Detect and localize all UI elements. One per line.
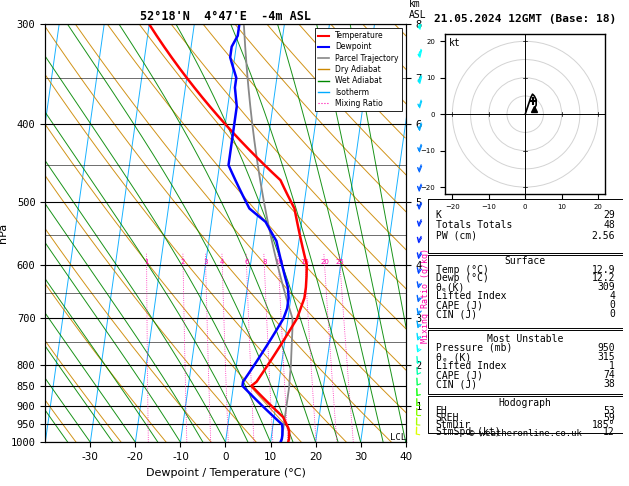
Text: StmDir: StmDir xyxy=(435,420,470,430)
Text: Hodograph: Hodograph xyxy=(499,399,552,408)
Text: Lifted Index: Lifted Index xyxy=(435,361,506,371)
Text: 4: 4 xyxy=(220,259,225,265)
Text: 315: 315 xyxy=(598,352,615,362)
Text: CAPE (J): CAPE (J) xyxy=(435,370,482,380)
Text: 185°: 185° xyxy=(591,420,615,430)
Text: SREH: SREH xyxy=(435,413,459,423)
Text: CIN (J): CIN (J) xyxy=(435,309,477,319)
X-axis label: Dewpoint / Temperature (°C): Dewpoint / Temperature (°C) xyxy=(145,468,306,478)
Text: 10: 10 xyxy=(274,259,283,265)
Text: Surface: Surface xyxy=(504,256,546,266)
Legend: Temperature, Dewpoint, Parcel Trajectory, Dry Adiabat, Wet Adiabat, Isotherm, Mi: Temperature, Dewpoint, Parcel Trajectory… xyxy=(314,28,402,111)
Text: Most Unstable: Most Unstable xyxy=(487,334,564,344)
Text: 1: 1 xyxy=(609,361,615,371)
Text: 38: 38 xyxy=(603,379,615,389)
Text: CAPE (J): CAPE (J) xyxy=(435,300,482,310)
Text: 6: 6 xyxy=(244,259,248,265)
Text: 2: 2 xyxy=(181,259,186,265)
Text: 0: 0 xyxy=(609,309,615,319)
Text: 48: 48 xyxy=(603,220,615,230)
Text: 309: 309 xyxy=(598,282,615,292)
Text: 59: 59 xyxy=(603,413,615,423)
Text: 53: 53 xyxy=(603,406,615,416)
Text: 4: 4 xyxy=(609,291,615,301)
Text: 12.9: 12.9 xyxy=(591,265,615,275)
Text: EH: EH xyxy=(435,406,447,416)
Text: Totals Totals: Totals Totals xyxy=(435,220,512,230)
Text: 0: 0 xyxy=(609,300,615,310)
Text: Temp (°C): Temp (°C) xyxy=(435,265,488,275)
Text: θₑ (K): θₑ (K) xyxy=(435,352,470,362)
Text: 12.2: 12.2 xyxy=(591,273,615,283)
Text: PW (cm): PW (cm) xyxy=(435,231,477,241)
Text: 950: 950 xyxy=(598,343,615,353)
Text: 21.05.2024 12GMT (Base: 18): 21.05.2024 12GMT (Base: 18) xyxy=(434,15,616,24)
Text: K: K xyxy=(435,210,442,220)
Text: Pressure (mb): Pressure (mb) xyxy=(435,343,512,353)
Text: 8: 8 xyxy=(262,259,267,265)
Text: θₑ(K): θₑ(K) xyxy=(435,282,465,292)
Text: StmSpd (kt): StmSpd (kt) xyxy=(435,427,500,436)
Text: 29: 29 xyxy=(603,210,615,220)
Text: 12: 12 xyxy=(603,427,615,436)
Text: © weatheronline.co.uk: © weatheronline.co.uk xyxy=(469,429,582,438)
Text: Lifted Index: Lifted Index xyxy=(435,291,506,301)
Text: 74: 74 xyxy=(603,370,615,380)
Text: 25: 25 xyxy=(336,259,345,265)
Text: Dewp (°C): Dewp (°C) xyxy=(435,273,488,283)
Text: Mixing Ratio (g/kg): Mixing Ratio (g/kg) xyxy=(421,248,430,344)
Text: 15: 15 xyxy=(301,259,309,265)
Text: 20: 20 xyxy=(320,259,329,265)
Text: 3: 3 xyxy=(203,259,208,265)
Y-axis label: hPa: hPa xyxy=(0,223,8,243)
Text: 1: 1 xyxy=(145,259,149,265)
Text: CIN (J): CIN (J) xyxy=(435,379,477,389)
Title: 52°18'N  4°47'E  -4m ASL: 52°18'N 4°47'E -4m ASL xyxy=(140,10,311,23)
Text: km
ASL: km ASL xyxy=(409,0,427,20)
Text: LCL: LCL xyxy=(389,433,406,442)
Text: kt: kt xyxy=(448,38,460,48)
Text: 2.56: 2.56 xyxy=(591,231,615,241)
